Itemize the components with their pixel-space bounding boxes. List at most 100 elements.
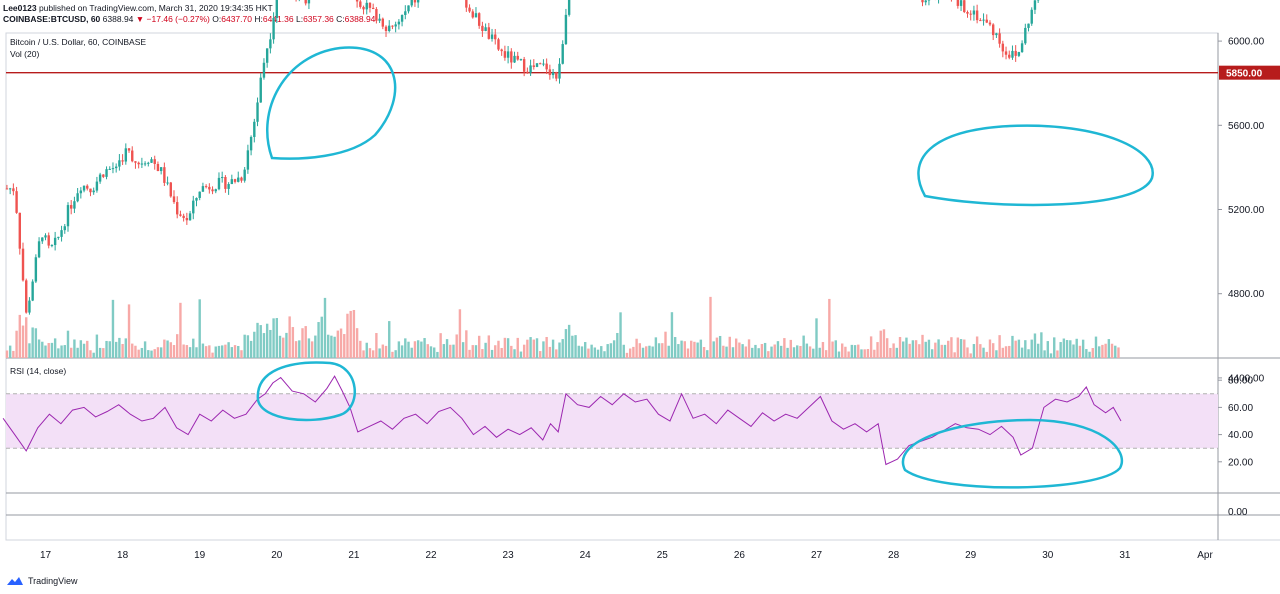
candle-body bbox=[57, 236, 60, 238]
annotations bbox=[256, 46, 1154, 489]
candles bbox=[5, 0, 1040, 315]
volume-bar bbox=[1030, 339, 1033, 358]
candle-body bbox=[564, 14, 568, 45]
volume-bar bbox=[1056, 350, 1059, 358]
volume-bar bbox=[972, 344, 976, 358]
candle-body bbox=[76, 193, 79, 202]
candle-body bbox=[269, 39, 272, 49]
volume-bar bbox=[477, 335, 481, 358]
volume-bar bbox=[1062, 338, 1066, 358]
candle-body bbox=[176, 202, 179, 215]
volume-bar bbox=[471, 345, 474, 358]
volume-bar bbox=[664, 331, 667, 358]
y-tick-label: 6000.00 bbox=[1228, 37, 1265, 48]
volume-bar bbox=[779, 345, 783, 358]
candle-body bbox=[192, 200, 195, 214]
candle-body bbox=[490, 34, 494, 39]
volume-bar bbox=[937, 339, 940, 358]
volume-bar bbox=[355, 328, 359, 358]
volume-bar bbox=[394, 350, 397, 358]
volume-bar bbox=[526, 339, 529, 358]
volume-bar bbox=[847, 351, 850, 358]
candle-body bbox=[163, 167, 166, 183]
volume-bar bbox=[198, 299, 201, 358]
candle-body bbox=[208, 186, 211, 190]
volume-bar bbox=[940, 344, 943, 358]
volume-bar bbox=[294, 341, 298, 358]
volume-bar bbox=[895, 347, 899, 358]
volume-bar bbox=[632, 346, 635, 358]
volume-bar bbox=[683, 341, 686, 358]
volume-bar bbox=[593, 347, 597, 358]
volume-bar bbox=[513, 349, 516, 358]
volume-bar bbox=[371, 350, 375, 358]
volume-bar bbox=[574, 335, 577, 358]
volume-bar bbox=[169, 342, 172, 358]
volume-bar bbox=[307, 338, 311, 358]
volume-bar bbox=[930, 349, 934, 358]
volume-bar bbox=[156, 347, 160, 358]
candle-body bbox=[542, 63, 545, 65]
volume-bar bbox=[73, 339, 76, 358]
candle-body bbox=[166, 182, 169, 184]
volume-bar bbox=[824, 350, 828, 358]
x-tick-label: 24 bbox=[580, 550, 592, 561]
candle-body bbox=[8, 188, 12, 190]
volume-bar bbox=[15, 330, 18, 358]
candle-body bbox=[201, 186, 205, 192]
candle-body bbox=[1004, 51, 1008, 55]
volume-bar bbox=[420, 341, 423, 358]
volume-bar bbox=[82, 343, 86, 358]
candle-body bbox=[375, 9, 378, 21]
candle-body bbox=[555, 72, 558, 79]
volume-bar bbox=[25, 317, 28, 358]
candle-body bbox=[118, 160, 121, 167]
candle-body bbox=[487, 27, 491, 39]
volume-bar bbox=[831, 341, 834, 358]
candle-body bbox=[391, 25, 394, 27]
volume-bar bbox=[111, 299, 115, 358]
volume-bar bbox=[539, 351, 542, 358]
volume-bar bbox=[461, 342, 465, 358]
candle-body bbox=[998, 33, 1001, 44]
volume-bar bbox=[991, 343, 995, 358]
volume-bar bbox=[905, 337, 908, 358]
candle-body bbox=[963, 0, 966, 13]
volume-bar bbox=[741, 344, 744, 358]
volume-bar bbox=[776, 341, 780, 358]
candle-body bbox=[227, 184, 230, 189]
candle-body bbox=[548, 69, 552, 76]
volume-bar bbox=[751, 347, 754, 358]
volume-bar bbox=[314, 335, 317, 358]
volume-bar bbox=[1040, 332, 1043, 358]
level-tag bbox=[1219, 65, 1280, 80]
candle-body bbox=[5, 188, 9, 190]
footer-brand[interactable]: TradingView bbox=[6, 576, 78, 586]
change-text: ▼ −17.46 (−0.27%) bbox=[135, 14, 210, 24]
volume-bar bbox=[850, 344, 854, 358]
volume-bar bbox=[172, 345, 176, 358]
volume-bar bbox=[1008, 345, 1011, 358]
candle-body bbox=[92, 190, 95, 193]
volume-bar bbox=[79, 340, 83, 358]
volume-bar bbox=[985, 351, 988, 358]
volume-bar bbox=[670, 312, 674, 358]
volume-bar bbox=[150, 350, 153, 358]
axes: 17 18 19 20 21 22 23 24 25 26 27 28 29 30 31 Apr 4400.00… bbox=[40, 37, 1265, 561]
volume-bar bbox=[619, 312, 622, 358]
candle-body bbox=[407, 5, 410, 12]
volume-bar bbox=[837, 351, 841, 358]
candle-body bbox=[179, 214, 182, 216]
volume-bar bbox=[1088, 351, 1091, 358]
volume-bar bbox=[474, 345, 478, 358]
candle-body bbox=[924, 0, 927, 3]
volume-bar bbox=[892, 343, 895, 358]
volume-bar bbox=[227, 342, 230, 358]
volume-bar bbox=[612, 340, 616, 358]
volume-bar bbox=[89, 350, 92, 358]
volume-bar bbox=[384, 345, 388, 358]
volume-bar bbox=[66, 330, 70, 358]
volume-bar bbox=[519, 351, 523, 358]
candle-body bbox=[494, 34, 497, 40]
